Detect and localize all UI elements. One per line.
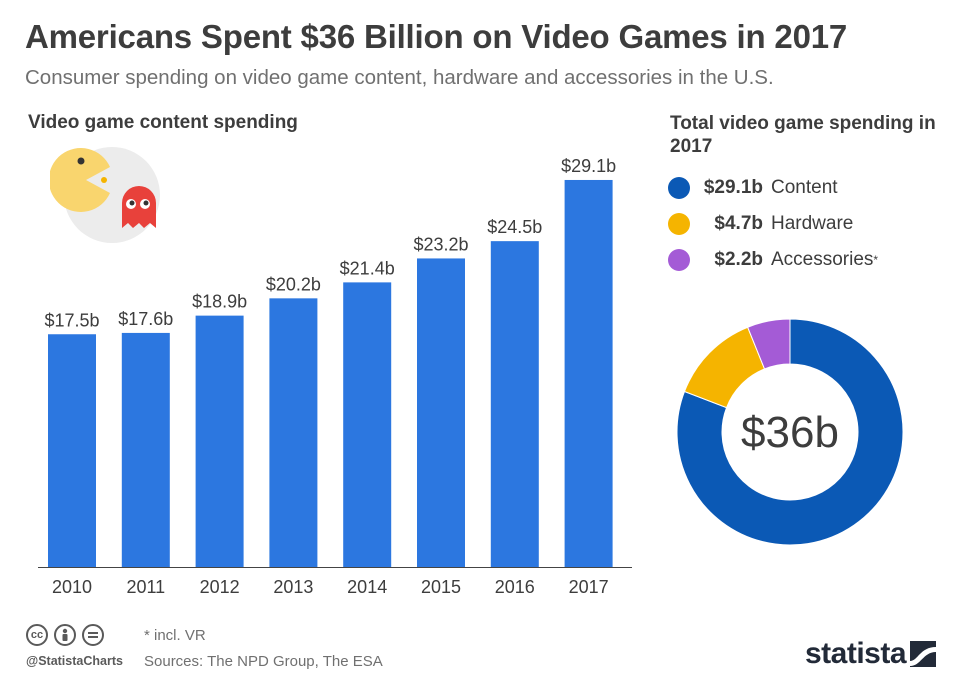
legend-item-content: $29.1b Content — [668, 170, 878, 206]
bar-value-label: $21.4b — [340, 258, 395, 278]
x-tick-label: 2015 — [421, 577, 461, 597]
x-tick-label: 2017 — [569, 577, 609, 597]
legend-value-accessories: $2.2b — [714, 249, 763, 270]
sources-text: Sources: The NPD Group, The ESA — [144, 653, 383, 670]
bar-2013 — [269, 298, 318, 567]
legend-swatch-accessories — [668, 249, 690, 271]
legend-item-accessories: $2.2b Accessories * — [668, 242, 878, 278]
x-tick-label: 2016 — [495, 577, 535, 597]
bar-value-label: $17.5b — [44, 310, 99, 330]
nd-icon — [82, 624, 104, 646]
bar-chart: $17.5b 2010 $17.6b 2011 $18.9b 2012 $20.2b 2013… — [38, 156, 632, 597]
brand-name: statista — [805, 637, 907, 670]
legend-swatch-hardware — [668, 213, 690, 235]
legend-swatch-content — [668, 177, 690, 199]
social-handle[interactable]: @StatistaCharts — [26, 654, 123, 668]
legend-footnote-marker: * — [873, 253, 879, 267]
donut-center-label: $36b — [741, 408, 839, 457]
bar-value-label: $29.1b — [561, 156, 616, 176]
legend-name-accessories: Accessories — [771, 249, 874, 270]
legend-value-hardware: $4.7b — [714, 213, 763, 234]
bar-2016 — [490, 241, 539, 567]
legend-value-content: $29.1b — [703, 177, 763, 198]
statista-logo-icon — [910, 641, 937, 667]
bar-2010 — [48, 334, 96, 567]
legend-item-hardware: $4.7b Hardware — [668, 206, 878, 242]
bar-2011 — [121, 332, 170, 567]
bar-2015 — [417, 258, 465, 567]
bar-value-label: $17.6b — [118, 309, 173, 329]
donut-slice-content — [676, 318, 904, 546]
x-tick-label: 2014 — [347, 577, 387, 597]
x-tick-label: 2010 — [52, 577, 92, 597]
bar-2017 — [564, 179, 613, 567]
by-icon — [54, 624, 76, 646]
bar-2014 — [343, 282, 392, 567]
chart-title: Americans Spent $36 Billion on Video Gam… — [25, 18, 848, 55]
bar-value-label: $20.2b — [266, 274, 321, 294]
cc-icon: cc — [26, 624, 48, 646]
donut-chart-title: Total video game spending in 2017 — [670, 113, 936, 157]
bar-chart-title: Video game content spending — [28, 112, 298, 133]
donut-legend: $29.1b Content $4.7b Hardware $2.2b Acce… — [668, 170, 878, 278]
bar-value-label: $24.5b — [487, 217, 542, 237]
donut-slice-accessories — [747, 318, 791, 370]
x-tick-label: 2012 — [200, 577, 240, 597]
x-tick-label: 2011 — [126, 577, 165, 597]
footnote: * incl. VR — [144, 627, 206, 644]
chart-subtitle: Consumer spending on video game content,… — [25, 66, 774, 89]
x-tick-label: 2013 — [273, 577, 313, 597]
statista-logo[interactable]: statista — [805, 637, 937, 671]
legend-name-content: Content — [771, 177, 838, 198]
donut-chart: $36b — [676, 318, 904, 546]
bar-value-label: $23.2b — [413, 234, 468, 254]
legend-name-hardware: Hardware — [771, 213, 854, 234]
bar-value-label: $18.9b — [192, 292, 247, 312]
license-icons: cc — [26, 624, 104, 646]
bar-2012 — [195, 315, 244, 567]
pacman-ghost-illustration-icon — [50, 147, 160, 243]
